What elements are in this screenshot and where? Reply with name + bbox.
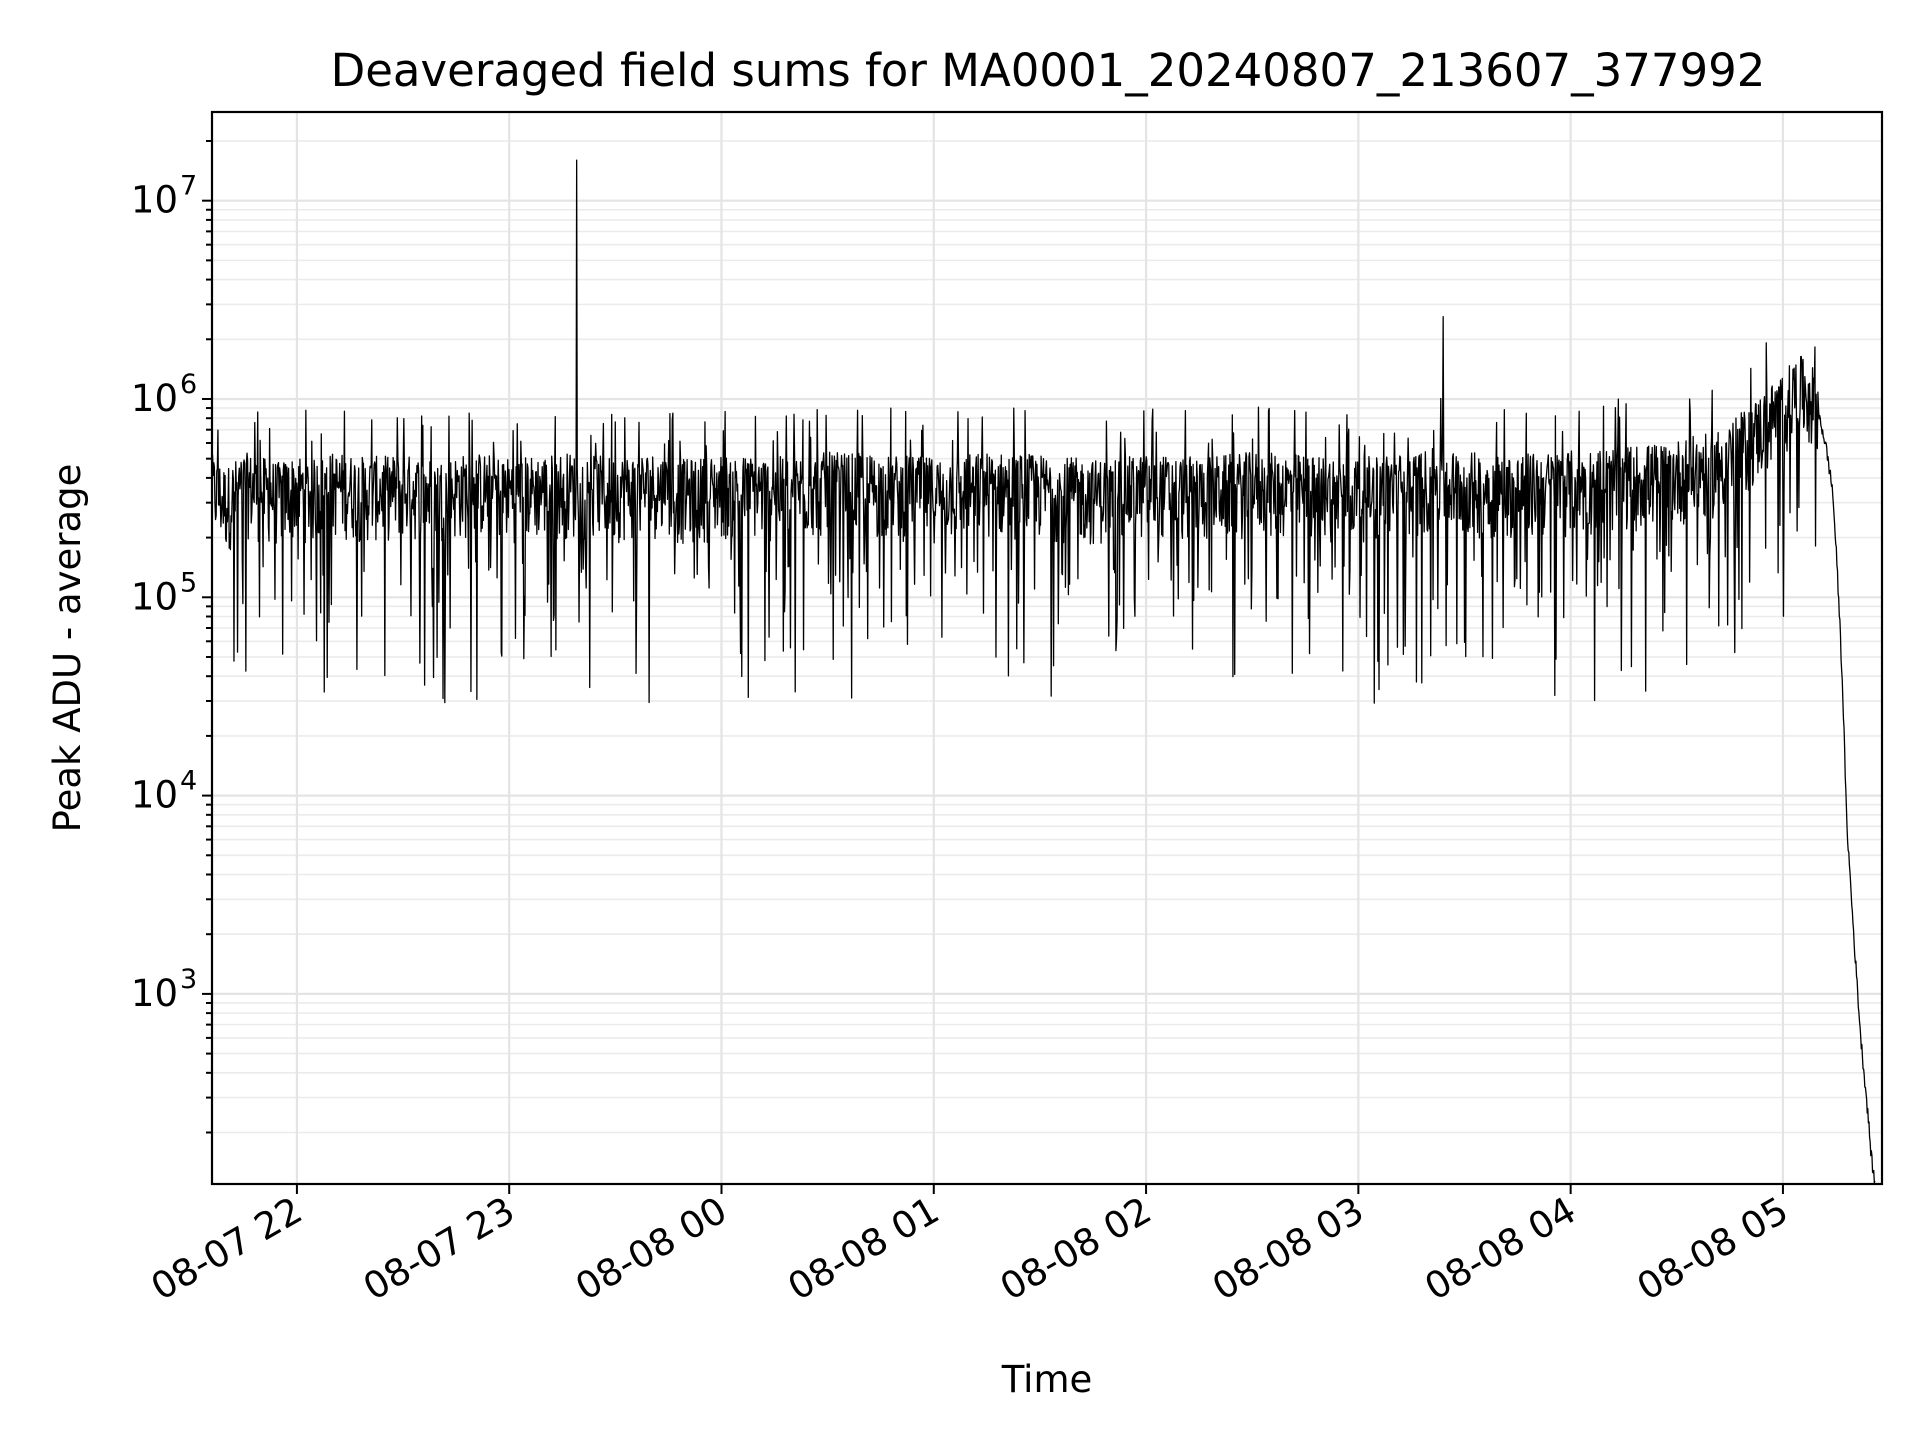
y-tick-label: 10	[131, 575, 178, 618]
y-tick-label-exponent: 3	[180, 964, 197, 995]
major-gridlines	[212, 112, 1882, 1184]
y-tick-label: 10	[131, 377, 178, 420]
y-tick-label-exponent: 5	[180, 567, 197, 598]
y-tick-label: 10	[131, 179, 178, 222]
y-tick-label: 10	[131, 774, 178, 817]
y-tick-label: 10	[131, 972, 178, 1015]
y-tick-label-exponent: 4	[180, 766, 197, 797]
y-axis-label: Peak ADU - average	[46, 464, 89, 833]
chart-title: Deaveraged field sums for MA0001_2024080…	[331, 44, 1766, 97]
y-tick-label-exponent: 6	[180, 369, 197, 400]
series-line	[211, 159, 1876, 1184]
plot-frame	[210, 110, 1884, 1186]
y-tick-label-exponent: 7	[180, 171, 197, 202]
series-layer	[211, 159, 1876, 1184]
x-axis-label: Time	[1001, 1358, 1093, 1401]
